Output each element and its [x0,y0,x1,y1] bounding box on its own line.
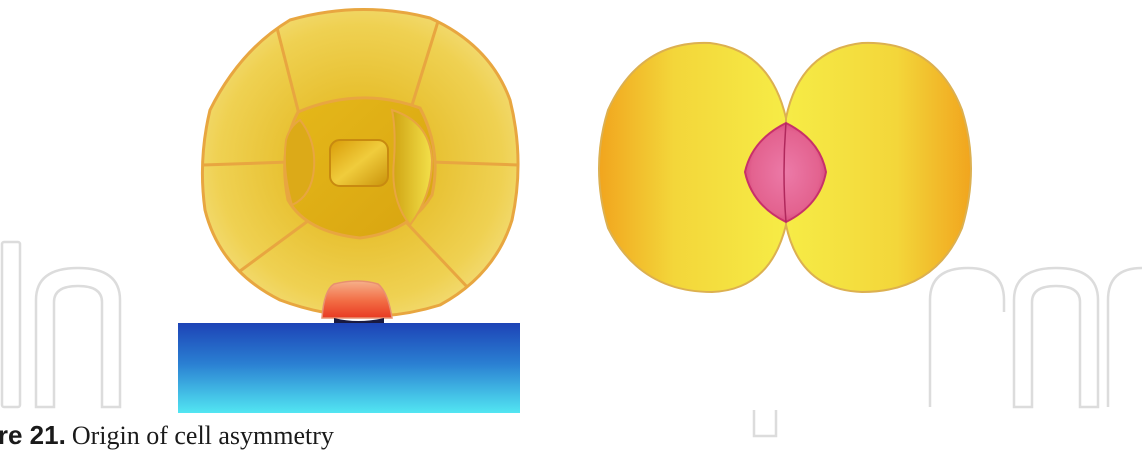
caption-text: Origin of cell asymmetry [71,421,334,450]
right-daughter-cell [785,41,972,294]
left-daughter-cell [598,41,787,294]
substrate [178,323,520,413]
caption-label: ure 21. [0,420,66,450]
center-core [329,139,389,187]
cell-on-substrate [200,8,520,323]
dividing-cells [598,41,972,294]
figure-caption: ure 21.Origin of cell asymmetry [0,418,334,453]
watermark [0,240,1142,438]
contact-zone [321,280,393,319]
